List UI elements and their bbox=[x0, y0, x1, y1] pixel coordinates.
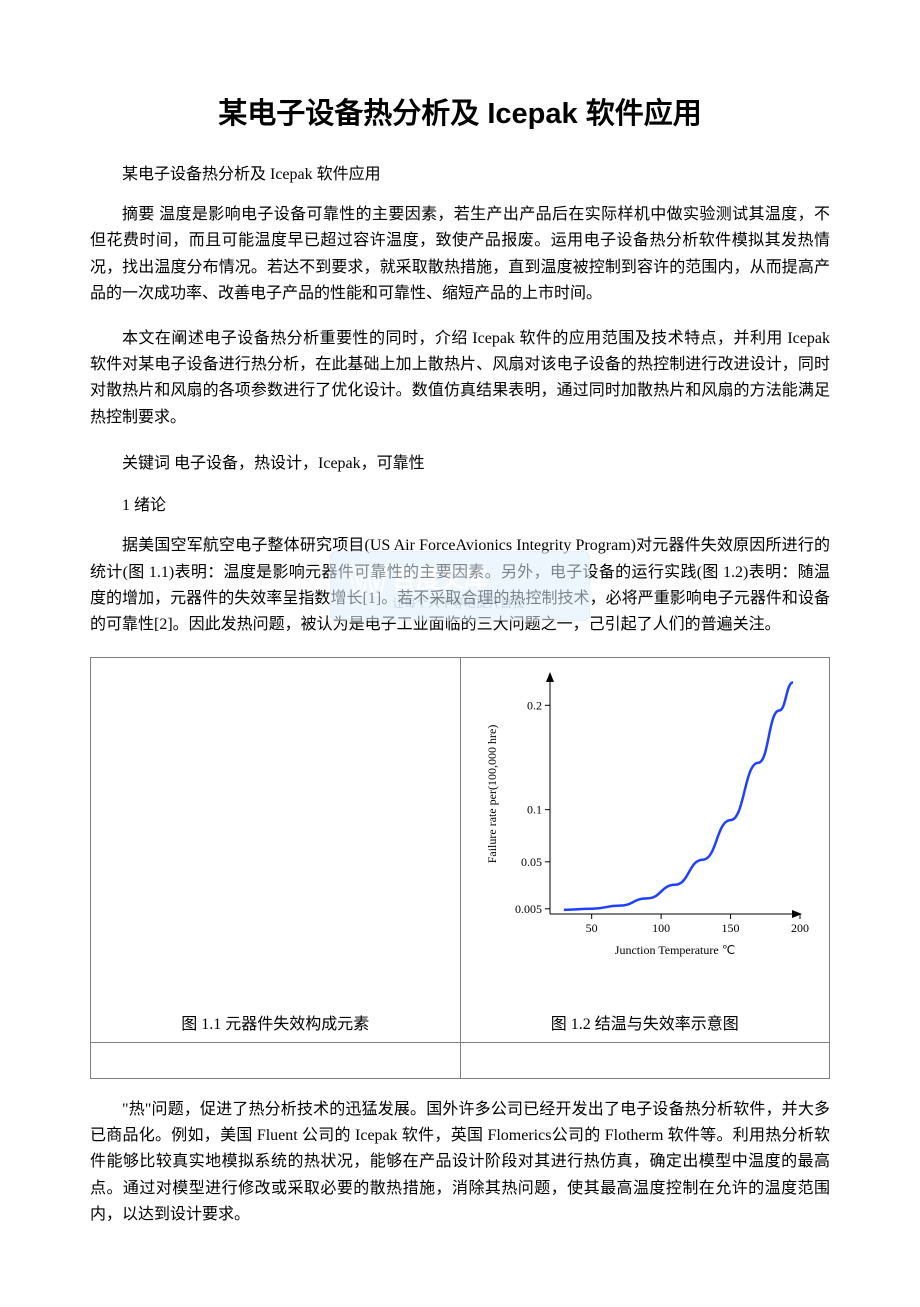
subtitle: 某电子设备热分析及 Icepak 软件应用 bbox=[90, 160, 830, 184]
svg-text:0.1: 0.1 bbox=[527, 802, 542, 816]
svg-text:150: 150 bbox=[721, 921, 739, 935]
section-1-heading: 1 绪论 bbox=[90, 491, 830, 515]
figure-1-placeholder bbox=[97, 664, 454, 1004]
figure-2-chart: 50 100 150 200 0.005 0.05 0.1 0.2 Failure rate p… bbox=[467, 664, 824, 1004]
keywords: 关键词 电子设备，热设计，Icepak，可靠性 bbox=[90, 449, 830, 473]
figure-table: 图 1.1 元器件失效构成元素 50 100 150 200 0.005 0.05 0.1 0… bbox=[90, 657, 830, 1079]
abstract-label: 摘要 bbox=[122, 206, 155, 223]
failure-rate-chart: 50 100 150 200 0.005 0.05 0.1 0.2 Failure rate p… bbox=[480, 664, 810, 964]
empty-cell-2 bbox=[460, 1042, 830, 1078]
svg-text:100: 100 bbox=[652, 921, 670, 935]
abstract: 摘要 温度是影响电子设备可靠性的主要因素，若生产出产品后在实际样机中做实验测试其… bbox=[90, 202, 830, 308]
page-title: 某电子设备热分析及 Icepak 软件应用 bbox=[90, 90, 830, 132]
figure-2-cell: 50 100 150 200 0.005 0.05 0.1 0.2 Failure rate p… bbox=[460, 657, 830, 1042]
figure-2-caption: 图 1.2 结温与失效率示意图 bbox=[467, 1004, 824, 1036]
svg-text:200: 200 bbox=[791, 921, 809, 935]
empty-cell-1 bbox=[91, 1042, 461, 1078]
svg-text:0.005: 0.005 bbox=[515, 901, 542, 915]
intro-para: 据美国空军航空电子整体研究项目(US Air ForceAvionics Int… bbox=[90, 533, 830, 639]
keywords-body: 电子设备，热设计，Icepak，可靠性 bbox=[170, 455, 425, 472]
svg-text:Failure rate per(100,000 hre): Failure rate per(100,000 hre) bbox=[485, 724, 499, 863]
abstract-para-2: 本文在阐述电子设备热分析重要性的同时，介绍 Icepak 软件的应用范围及技术特… bbox=[90, 326, 830, 432]
closing-para: "热"问题，促进了热分析技术的迅猛发展。国外许多公司已经开发出了电子设备热分析软… bbox=[90, 1097, 830, 1229]
figure-1-caption: 图 1.1 元器件失效构成元素 bbox=[97, 1004, 454, 1036]
abstract-body: 温度是影响电子设备可靠性的主要因素，若生产出产品后在实际样机中做实验测试其温度，… bbox=[90, 206, 830, 302]
svg-text:Junction Temperature ℃: Junction Temperature ℃ bbox=[615, 943, 735, 957]
figure-1-cell: 图 1.1 元器件失效构成元素 bbox=[91, 657, 461, 1042]
svg-text:0.2: 0.2 bbox=[527, 698, 542, 712]
keywords-label: 关键词 bbox=[122, 455, 170, 472]
svg-text:50: 50 bbox=[585, 921, 597, 935]
svg-text:0.05: 0.05 bbox=[521, 855, 542, 869]
